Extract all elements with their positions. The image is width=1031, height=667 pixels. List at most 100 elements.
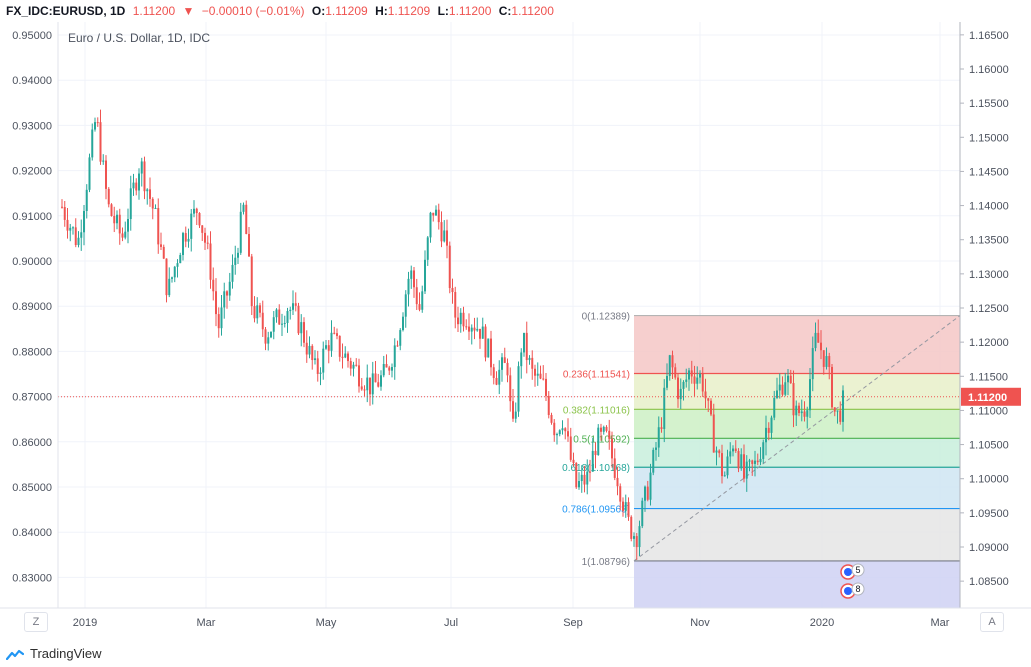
candle-body (377, 382, 380, 387)
candle-body (234, 257, 237, 265)
candlestick-chart[interactable]: 0(1.12389) 0.236(1.11541) 0.382(1.11016) 0.… (0, 22, 1031, 637)
candle-body (619, 486, 622, 502)
candle-body (600, 427, 602, 432)
candle-body (649, 472, 652, 500)
left-axis-tick-label: 0.93000 (12, 120, 52, 132)
candle-body (140, 161, 143, 174)
candle-body (223, 291, 226, 308)
left-axis-tick-label: 0.88000 (12, 346, 52, 358)
candle-body (369, 377, 371, 395)
candle-body (699, 373, 701, 378)
candle-body (264, 329, 267, 344)
candle-body (388, 367, 391, 371)
candle-body (165, 258, 168, 296)
candle-body (415, 287, 418, 305)
candle-body (534, 368, 536, 376)
candle-body (589, 471, 591, 473)
candle-body (542, 378, 545, 380)
left-axis-tick-label: 0.89000 (12, 301, 52, 313)
time-axis-tick-label: May (316, 617, 337, 629)
candle-body (677, 377, 679, 400)
candle-body (371, 373, 374, 395)
candle-body (358, 365, 360, 387)
candle-body (402, 316, 404, 331)
candle-body (195, 208, 198, 214)
candle-body (311, 345, 314, 361)
symbol-name[interactable]: FX_IDC:EURUSD, 1D (6, 4, 126, 18)
zoom-button[interactable]: Z (24, 612, 48, 632)
candle-body (528, 357, 531, 361)
candle-body (765, 427, 767, 443)
candle-body (462, 312, 465, 327)
candle-body (751, 460, 754, 464)
fib-level-label: 0(1.12389) (582, 312, 630, 323)
candle-body (578, 481, 580, 488)
candle-body (204, 232, 206, 243)
candle-body (567, 431, 569, 437)
candle-body (308, 345, 311, 355)
candle-body (228, 281, 231, 296)
candle-body (138, 173, 140, 191)
candle-body (817, 332, 820, 343)
low-value: 1.11200 (448, 4, 492, 18)
candle-body (586, 471, 589, 485)
candle-body (325, 345, 327, 349)
right-axis-tick-label: 1.14000 (969, 201, 1009, 213)
right-axis-tick-label: 1.08500 (969, 576, 1009, 588)
event-count-badge (851, 563, 865, 577)
candle-body (718, 450, 721, 454)
candle-body (569, 436, 572, 460)
candle-body (289, 309, 292, 312)
candle-body (256, 305, 259, 319)
candle-body (781, 384, 784, 395)
high-label: H: (375, 4, 388, 18)
candle-body (710, 400, 712, 415)
candle-body (506, 362, 509, 376)
chart-area[interactable]: 0(1.12389) 0.236(1.11541) 0.382(1.11016) 0.… (0, 22, 1031, 637)
candle-body (693, 376, 696, 384)
right-axis-tick-label: 1.13500 (969, 235, 1009, 247)
time-axis-tick-label: Jul (444, 617, 458, 629)
candle-body (193, 208, 195, 214)
candle-body (360, 386, 363, 390)
candle-body (173, 266, 176, 278)
candle-body (182, 233, 184, 256)
fib-level-label: 0.5(1.10592) (573, 434, 630, 445)
candle-body (270, 331, 272, 338)
fib-zone (634, 315, 960, 374)
candle-body (99, 122, 102, 162)
candle-body (63, 207, 66, 220)
candle-body (316, 358, 319, 374)
right-axis-tick-label: 1.11500 (969, 371, 1008, 383)
candle-body (432, 212, 435, 216)
candle-body (638, 526, 641, 548)
candle-body (190, 213, 193, 239)
candle-body (297, 305, 300, 334)
auto-scale-button[interactable]: A (980, 612, 1004, 632)
candle-body (674, 367, 677, 378)
candle-body (187, 238, 190, 242)
candle-body (341, 356, 344, 358)
candle-body (451, 288, 454, 293)
candle-body (212, 279, 215, 292)
candle-body (209, 243, 212, 280)
tradingview-logo[interactable]: TradingView (6, 646, 102, 661)
candle-body (267, 337, 270, 344)
candle-body (286, 311, 289, 323)
candle-body (250, 256, 253, 307)
right-axis-tick-label: 1.13000 (969, 269, 1009, 281)
candle-body (322, 348, 325, 373)
candle-body (696, 377, 699, 384)
candle-body (660, 427, 663, 429)
event-count-label: 8 (855, 584, 860, 594)
time-axis-tick-label: Nov (690, 617, 710, 629)
candle-body (278, 309, 281, 325)
candle-body (363, 389, 366, 391)
candle-body (520, 352, 523, 367)
candle-body (476, 328, 479, 331)
candle-body (833, 407, 836, 412)
candle-body (616, 477, 619, 487)
right-axis-tick-label: 1.12500 (969, 303, 1009, 315)
current-price-tag (961, 387, 1021, 406)
fib-zone (634, 438, 960, 468)
